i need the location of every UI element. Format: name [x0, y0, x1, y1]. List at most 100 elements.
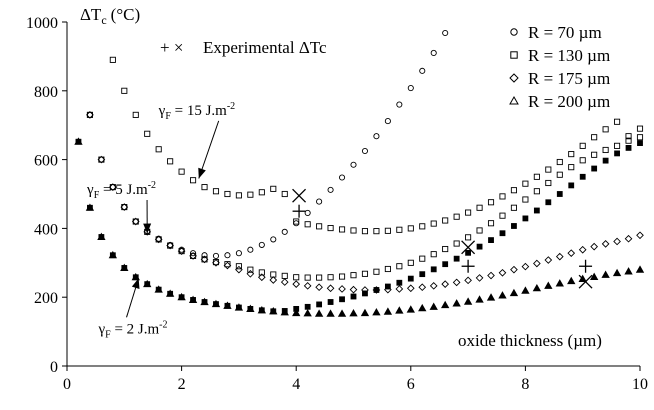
point-triangle [463, 297, 473, 305]
gamma-arrow-head [131, 278, 140, 290]
point-diamond [578, 245, 587, 254]
point-diamond [120, 203, 129, 211]
point-diamond [544, 256, 553, 264]
point-triangle [544, 281, 553, 289]
point-square [556, 158, 563, 166]
point-circle [247, 246, 254, 253]
point-square [132, 111, 139, 118]
point-circle [407, 84, 414, 92]
point-diamond [487, 271, 495, 280]
point-filled-square [327, 299, 334, 305]
point-circle [212, 252, 220, 259]
point-filled-square [190, 297, 196, 303]
point-triangle [360, 308, 370, 317]
point-filled-square [384, 283, 391, 290]
point-square [384, 227, 391, 234]
point-square [178, 168, 185, 175]
point-triangle [635, 265, 645, 273]
point-square [350, 227, 357, 234]
point-filled-square [591, 165, 598, 172]
point-circle [338, 174, 346, 181]
point-triangle [498, 291, 507, 299]
point-diamond [143, 228, 152, 236]
point-filled-square [155, 286, 162, 293]
point-diamond [280, 278, 289, 286]
point-square [465, 209, 472, 216]
point-square [396, 263, 403, 270]
point-square [533, 188, 540, 195]
point-filled-square [545, 199, 552, 206]
point-filled-square [293, 305, 300, 312]
point-square [224, 261, 231, 268]
point-square [602, 146, 609, 154]
point-triangle [337, 309, 347, 317]
point-diamond [475, 274, 484, 282]
point-square [442, 245, 449, 253]
point-diamond [303, 282, 312, 290]
point-diamond [177, 247, 186, 255]
point-square [121, 87, 128, 94]
legend-marker-diamond [509, 73, 519, 83]
point-square [453, 240, 460, 247]
point-square [201, 184, 208, 191]
point-square [270, 185, 277, 192]
point-filled-square [625, 145, 632, 151]
point-square [453, 213, 460, 220]
gamma-arrow-line [198, 120, 220, 179]
point-diamond [601, 240, 610, 248]
point-triangle [314, 309, 324, 317]
point-square [327, 225, 334, 232]
point-circle [235, 250, 242, 257]
legend-label: R = 70 µm [528, 23, 602, 42]
y-tick-label: 1000 [26, 15, 58, 32]
point-filled-square [339, 296, 345, 303]
gamma-arrow-head [143, 223, 152, 234]
point-square [522, 196, 529, 203]
point-filled-square [511, 223, 517, 229]
point-diamond [235, 265, 243, 274]
point-square [155, 146, 162, 153]
y-tick-label: 600 [34, 153, 58, 170]
point-square [465, 234, 472, 241]
x-tick-label: 0 [63, 376, 71, 393]
point-filled-square [258, 307, 265, 314]
point-circle [270, 236, 277, 243]
point-diamond [555, 252, 564, 261]
experimental-cross-b [461, 240, 476, 255]
point-square [614, 142, 621, 149]
legend-label: R = 175 µm [528, 69, 610, 88]
point-square [579, 157, 586, 164]
point-filled-square [270, 308, 277, 315]
point-filled-square [362, 290, 368, 297]
point-square [373, 268, 380, 275]
experimental-legend-symbols: + × [160, 38, 183, 57]
legend-entry: R = 200 µm [509, 92, 610, 111]
experimental-cross-b [292, 188, 307, 203]
point-filled-square [304, 303, 311, 310]
point-triangle [601, 270, 610, 278]
point-circle [258, 241, 265, 248]
point-diamond [223, 261, 232, 270]
point-diamond [418, 283, 427, 292]
point-circle [224, 252, 231, 259]
point-square [625, 133, 632, 140]
point-square [304, 221, 311, 228]
point-diamond [212, 258, 220, 267]
point-circle [396, 101, 403, 108]
point-circle [350, 161, 357, 168]
point-triangle [372, 308, 381, 316]
point-filled-square [75, 138, 82, 145]
point-square [625, 137, 632, 144]
point-diamond [429, 282, 438, 290]
point-triangle [303, 309, 312, 317]
point-filled-square [442, 261, 449, 268]
point-square [430, 251, 437, 258]
point-filled-square [178, 294, 185, 301]
point-triangle [349, 309, 358, 317]
point-diamond [257, 273, 266, 282]
point-square [316, 223, 323, 230]
point-square [499, 212, 506, 219]
point-diamond [97, 155, 106, 164]
point-triangle [589, 272, 599, 280]
point-circle [293, 220, 300, 227]
